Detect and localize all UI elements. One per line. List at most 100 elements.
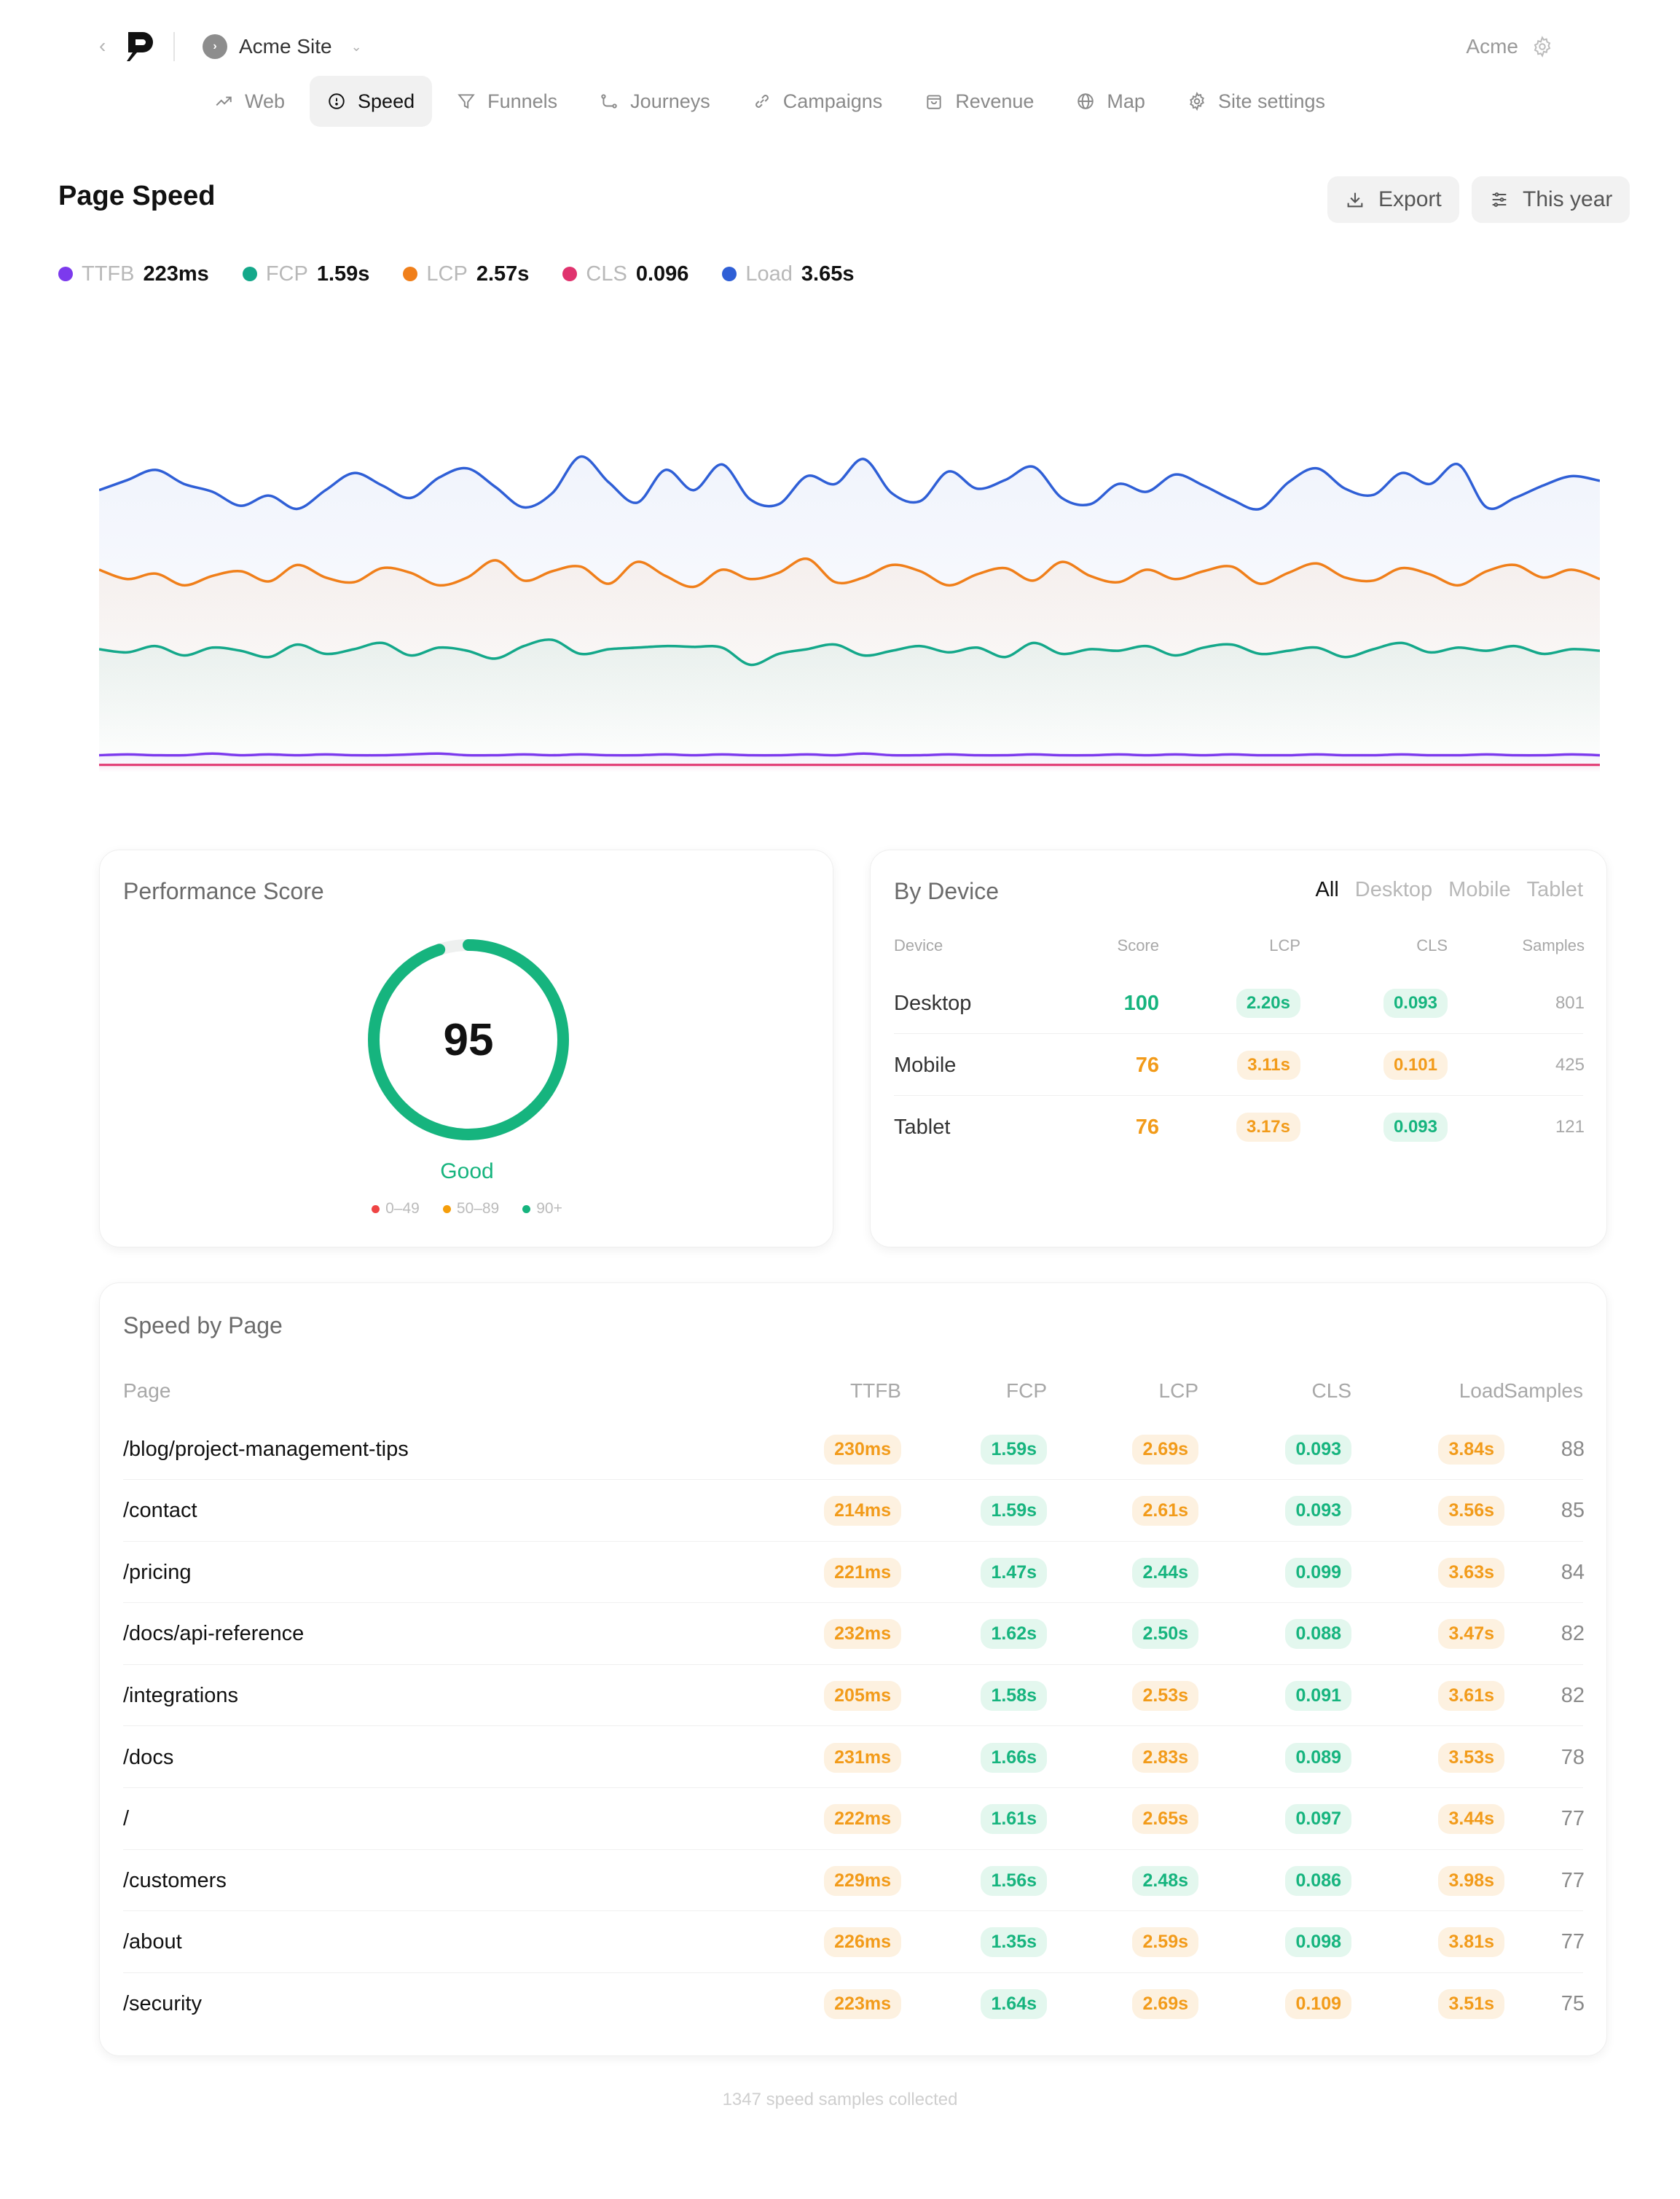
table-row[interactable]: /blog/project-management-tips 230ms 1.59s 2… bbox=[123, 1419, 1585, 1480]
tab-map[interactable]: Map bbox=[1059, 76, 1163, 127]
load-cell: 3.81s bbox=[1351, 1912, 1504, 1973]
legend-lcp[interactable]: LCP 2.57s bbox=[403, 262, 529, 286]
load-cell: 3.47s bbox=[1351, 1604, 1504, 1665]
tab-campaigns[interactable]: Campaigns bbox=[735, 76, 900, 127]
score-legend-needs-work: 50–89 bbox=[442, 1200, 499, 1218]
load-pill: 3.53s bbox=[1438, 1742, 1504, 1773]
export-button[interactable]: Export bbox=[1327, 176, 1459, 223]
tab-site-settings[interactable]: Site settings bbox=[1170, 76, 1343, 127]
cls-pill: 0.086 bbox=[1285, 1865, 1351, 1896]
fcp-pill: 1.64s bbox=[981, 1988, 1047, 2019]
page-samples: 88 bbox=[1561, 1437, 1585, 1461]
lcp-pill: 3.11s bbox=[1237, 1051, 1300, 1080]
load-pill: 3.63s bbox=[1438, 1557, 1504, 1588]
table-row[interactable]: /security 223ms 1.64s 2.69s 0.109 3.51s 75 bbox=[123, 1973, 1585, 2034]
date-range-button[interactable]: This year bbox=[1472, 176, 1630, 223]
fcp-pill: 1.59s bbox=[981, 1496, 1047, 1526]
performance-score-card: Performance Score 95 Good 0–49 50–89 90+ bbox=[99, 850, 833, 1247]
table-row[interactable]: /about 226ms 1.35s 2.59s 0.098 3.81s 77 bbox=[123, 1912, 1585, 1973]
fcp-cell: 1.56s bbox=[901, 1850, 1047, 1911]
ttfb-cell: 230ms bbox=[726, 1419, 901, 1480]
lcp-pill: 2.50s bbox=[1132, 1619, 1198, 1650]
series-line-lcp[interactable] bbox=[99, 557, 1600, 589]
tab-web[interactable]: Web bbox=[197, 76, 302, 127]
page-path: /docs/api-reference bbox=[123, 1622, 305, 1646]
load-cell: 3.84s bbox=[1351, 1419, 1504, 1480]
fcp-cell: 1.58s bbox=[901, 1665, 1047, 1726]
series-line-fcp[interactable] bbox=[99, 638, 1600, 667]
filter-mobile[interactable]: Mobile bbox=[1448, 878, 1511, 901]
tab-speed[interactable]: Speed bbox=[310, 76, 433, 127]
speed-line-chart[interactable] bbox=[99, 408, 1600, 787]
legend-dot bbox=[242, 267, 257, 281]
ttfb-pill: 226ms bbox=[824, 1927, 901, 1958]
back-chevron-icon[interactable]: ‹ bbox=[99, 34, 106, 57]
score-legend-poor: 0–49 bbox=[372, 1200, 420, 1218]
gear-icon[interactable] bbox=[1531, 36, 1553, 58]
table-row[interactable]: /customers 229ms 1.56s 2.48s 0.086 3.98s 77 bbox=[123, 1850, 1585, 1912]
legend-cls[interactable]: CLS 0.096 bbox=[562, 262, 688, 286]
lcp-pill: 3.17s bbox=[1236, 1113, 1300, 1142]
table-row[interactable]: /docs 231ms 1.66s 2.83s 0.089 3.53s 78 bbox=[123, 1727, 1585, 1788]
ttfb-cell: 231ms bbox=[726, 1727, 901, 1788]
legend-name: LCP bbox=[426, 262, 468, 286]
cls-pill: 0.089 bbox=[1285, 1742, 1351, 1773]
page-path: /integrations bbox=[123, 1683, 238, 1707]
fcp-cell: 1.59s bbox=[901, 1419, 1047, 1480]
filter-desktop[interactable]: Desktop bbox=[1354, 878, 1433, 901]
table-row[interactable]: /contact 214ms 1.59s 2.61s 0.093 3.56s 85 bbox=[123, 1481, 1585, 1542]
device-name: Mobile bbox=[894, 1053, 957, 1077]
tab-funnels[interactable]: Funnels bbox=[439, 76, 575, 127]
samples-cell: 84 bbox=[1484, 1542, 1585, 1603]
filter-all[interactable]: All bbox=[1315, 878, 1339, 901]
ttfb-pill: 214ms bbox=[824, 1496, 901, 1526]
table-row[interactable]: /docs/api-reference 232ms 1.62s 2.50s 0.088 3… bbox=[123, 1604, 1585, 1665]
ttfb-cell: 232ms bbox=[726, 1604, 901, 1665]
load-cell: 3.51s bbox=[1351, 1973, 1504, 2034]
device-row[interactable]: Mobile 76 3.11s 0.101 425 bbox=[894, 1035, 1585, 1096]
ttfb-pill: 222ms bbox=[824, 1804, 901, 1835]
legend-fcp[interactable]: FCP 1.59s bbox=[242, 262, 369, 286]
tab-label: Revenue bbox=[955, 90, 1035, 112]
legend-ttfb[interactable]: TTFB 223ms bbox=[58, 262, 209, 286]
series-line-load[interactable] bbox=[99, 455, 1600, 511]
tab-revenue[interactable]: Revenue bbox=[907, 76, 1051, 127]
load-pill: 3.51s bbox=[1438, 1988, 1504, 2019]
legend-load[interactable]: Load 3.65s bbox=[722, 262, 854, 286]
filter-tablet[interactable]: Tablet bbox=[1526, 878, 1583, 901]
score-cell: 76 bbox=[1089, 1097, 1159, 1158]
page-path: /security bbox=[123, 1991, 202, 2015]
ttfb-cell: 226ms bbox=[726, 1912, 901, 1973]
brand-logo[interactable] bbox=[125, 29, 156, 63]
load-cell: 3.98s bbox=[1351, 1850, 1504, 1911]
device-row[interactable]: Tablet 76 3.17s 0.093 121 bbox=[894, 1097, 1585, 1158]
col-header-score: Score bbox=[1117, 936, 1159, 955]
cls-cell: 0.091 bbox=[1198, 1665, 1351, 1726]
legend-dot bbox=[403, 267, 418, 281]
legend-value: 2.57s bbox=[476, 262, 530, 286]
site-switcher[interactable]: › Acme Site ⌄ bbox=[203, 32, 362, 61]
cls-cell: 0.109 bbox=[1198, 1973, 1351, 2034]
tab-journeys[interactable]: Journeys bbox=[582, 76, 728, 127]
trend-icon bbox=[216, 96, 232, 106]
ttfb-cell: 229ms bbox=[726, 1850, 901, 1911]
org-switcher[interactable]: Acme bbox=[1466, 32, 1553, 61]
samples-cell: 121 bbox=[1497, 1097, 1585, 1158]
table-row[interactable]: /pricing 221ms 1.47s 2.44s 0.099 3.63s 84 bbox=[123, 1542, 1585, 1604]
device-row[interactable]: Desktop 100 2.20s 0.093 801 bbox=[894, 973, 1585, 1034]
page-cell: /security bbox=[123, 1973, 202, 2034]
page-samples: 75 bbox=[1561, 1991, 1585, 2015]
table-row[interactable]: /integrations 205ms 1.58s 2.53s 0.091 3.61s 82 bbox=[123, 1665, 1585, 1727]
card-title: Performance Score bbox=[123, 878, 324, 904]
col-header-fcp: FCP bbox=[1006, 1379, 1047, 1402]
series-line-ttfb[interactable] bbox=[99, 752, 1600, 757]
page-samples: 84 bbox=[1561, 1560, 1585, 1584]
link-icon bbox=[755, 95, 769, 108]
cls-cell: 0.088 bbox=[1198, 1604, 1351, 1665]
fcp-cell: 1.47s bbox=[901, 1542, 1047, 1603]
fcp-cell: 1.64s bbox=[901, 1973, 1047, 2034]
main-nav: Web Speed Funnels Journeys Campaigns Rev… bbox=[197, 76, 1343, 127]
table-row[interactable]: / 222ms 1.61s 2.65s 0.097 3.44s 77 bbox=[123, 1789, 1585, 1850]
bag-icon bbox=[927, 95, 941, 109]
fcp-pill: 1.47s bbox=[981, 1557, 1047, 1588]
